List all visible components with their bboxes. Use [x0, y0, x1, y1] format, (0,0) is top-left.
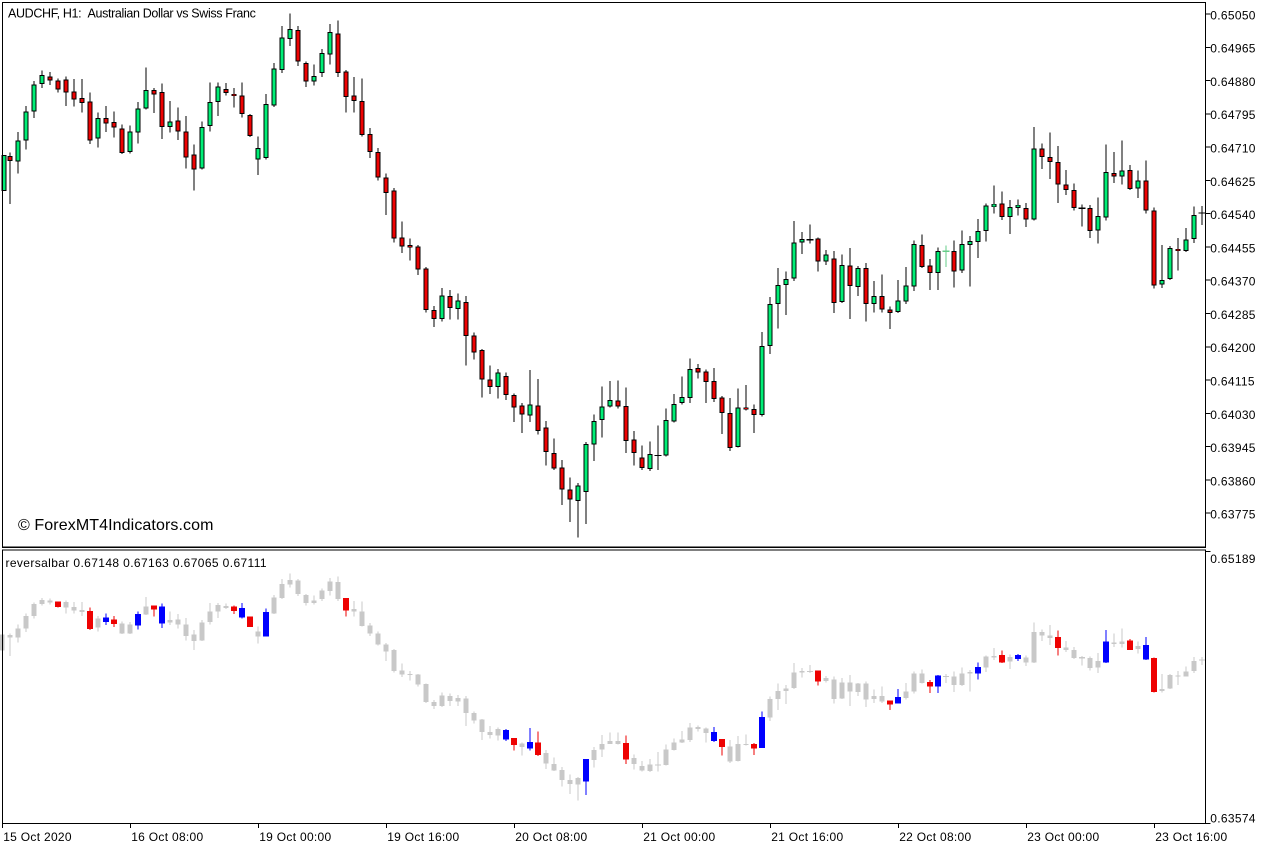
svg-text:0.64200: 0.64200: [1210, 341, 1256, 355]
svg-text:0.64795: 0.64795: [1210, 108, 1256, 122]
svg-text:0.63775: 0.63775: [1210, 508, 1256, 522]
svg-text:0.63574: 0.63574: [1210, 812, 1256, 826]
svg-text:0.64455: 0.64455: [1210, 241, 1256, 255]
svg-text:© ForexMT4Indicators.com: © ForexMT4Indicators.com: [18, 517, 214, 534]
svg-text:0.64625: 0.64625: [1210, 175, 1256, 189]
svg-text:23 Oct 00:00: 23 Oct 00:00: [1027, 830, 1099, 844]
svg-text:0.65189: 0.65189: [1210, 552, 1256, 566]
svg-text:reversalbar 0.67148 0.67163 0.: reversalbar 0.67148 0.67163 0.67065 0.67…: [6, 556, 267, 570]
svg-text:0.64540: 0.64540: [1210, 208, 1256, 222]
svg-text:19 Oct 16:00: 19 Oct 16:00: [387, 830, 459, 844]
svg-text:AUDCHF, H1: Australian Dollar: AUDCHF, H1: Australian Dollar vs Swiss F…: [8, 6, 256, 20]
svg-text:0.64965: 0.64965: [1210, 42, 1256, 56]
svg-text:15 Oct 2020: 15 Oct 2020: [3, 830, 72, 844]
svg-text:0.63860: 0.63860: [1210, 474, 1256, 488]
svg-text:21 Oct 16:00: 21 Oct 16:00: [771, 830, 843, 844]
svg-text:0.65050: 0.65050: [1210, 8, 1256, 22]
svg-text:0.64880: 0.64880: [1210, 75, 1256, 89]
svg-text:0.64370: 0.64370: [1210, 275, 1256, 289]
svg-text:22 Oct 08:00: 22 Oct 08:00: [899, 830, 971, 844]
svg-text:0.64030: 0.64030: [1210, 408, 1256, 422]
svg-text:0.64710: 0.64710: [1210, 142, 1256, 156]
svg-text:23 Oct 16:00: 23 Oct 16:00: [1155, 830, 1227, 844]
svg-text:0.64115: 0.64115: [1210, 375, 1255, 389]
svg-text:19 Oct 00:00: 19 Oct 00:00: [259, 830, 331, 844]
svg-text:20 Oct 08:00: 20 Oct 08:00: [515, 830, 587, 844]
svg-text:21 Oct 00:00: 21 Oct 00:00: [643, 830, 715, 844]
svg-text:0.63945: 0.63945: [1210, 441, 1256, 455]
svg-text:16 Oct 08:00: 16 Oct 08:00: [131, 830, 203, 844]
svg-text:0.64285: 0.64285: [1210, 308, 1256, 322]
